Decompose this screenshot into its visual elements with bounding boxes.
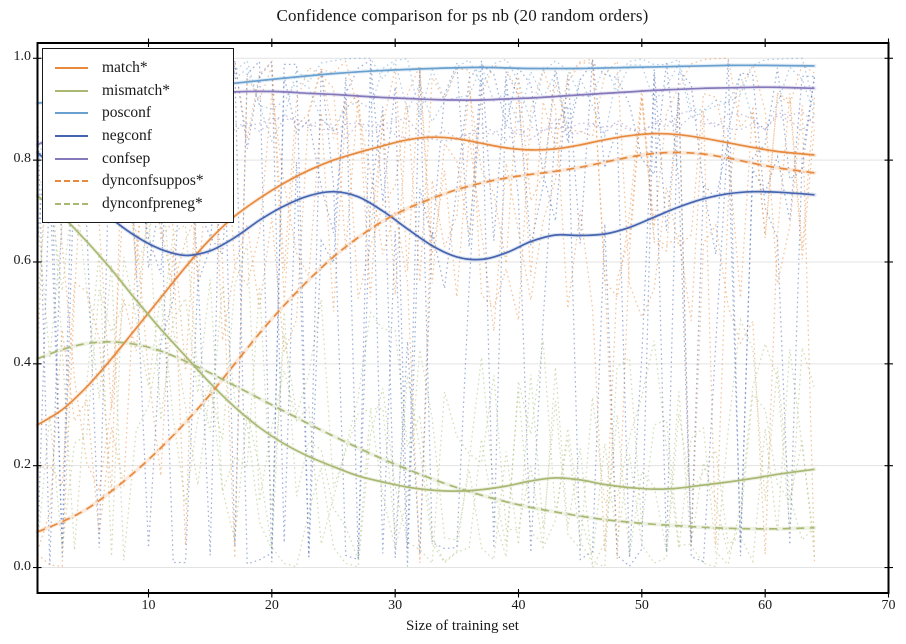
negconf-runs-dotted-line [36, 59, 816, 565]
legend-label-dynconfpreneg: dynconfpreneg* [102, 194, 203, 212]
dynconfpreneg-line [37, 341, 815, 530]
legend-line-swatch-match [55, 67, 88, 70]
legend-label-negconf: negconf [102, 127, 152, 145]
confsep-runs-dotted-line [37, 113, 815, 161]
match-runs-dotted-line [36, 57, 815, 546]
negconf-runs-dotted-line [36, 58, 816, 568]
legend-label-confsep: confsep [102, 149, 151, 167]
mismatch-runs-dotted-line [37, 177, 816, 566]
mismatch-line [36, 195, 815, 492]
legend-line-swatch-negconf [55, 135, 88, 138]
posconf-runs-dotted-line [36, 57, 816, 169]
legend-entry-mismatch: mismatch* [55, 80, 223, 103]
legend-entry-dynconfpreneg: dynconfpreneg* [55, 193, 223, 216]
mismatch-runs-dotted-line [36, 213, 816, 568]
y-tick-label: 0.4 [13, 354, 32, 370]
legend-label-mismatch: mismatch* [102, 81, 171, 99]
x-tick-label: 20 [264, 598, 279, 613]
y-tick-label: 0.8 [13, 151, 32, 167]
x-tick-label: 40 [511, 598, 526, 613]
legend-box: match* mismatch* posconf negconf confsep dync… [42, 48, 234, 224]
y-tick-label: 0.0 [13, 558, 32, 574]
legend-line-swatch-confsep [55, 157, 88, 160]
legend-line-swatch-dynconfsuppos [55, 180, 88, 183]
negconf-line [36, 151, 815, 261]
legend-label-match: match* [102, 59, 148, 77]
legend-entry-confsep: confsep [55, 147, 223, 170]
legend-line-swatch-dynconfpreneg [55, 202, 88, 205]
plot-frame [36, 42, 890, 594]
x-tick-label: 10 [141, 598, 156, 613]
x-axis-label: Size of training set [406, 618, 519, 634]
legend-entry-dynconfsuppos: dynconfsuppos* [55, 170, 223, 193]
x-tick-label: 30 [388, 598, 403, 613]
dynconfsuppos-line [37, 151, 815, 533]
y-tick-label: 0.2 [13, 456, 32, 472]
x-tick-label: 70 [881, 598, 896, 613]
match-line [37, 132, 815, 426]
legend-line-swatch-posconf [55, 112, 88, 115]
chart-title: Confidence comparison for ps nb (20 rand… [276, 6, 649, 25]
y-tick-label: 1.0 [13, 49, 32, 65]
legend-entry-negconf: negconf [55, 125, 223, 148]
legend-entry-posconf: posconf [55, 102, 223, 125]
y-tick-label: 0.6 [13, 252, 32, 268]
x-tick-label: 50 [634, 598, 649, 613]
legend-label-dynconfsuppos: dynconfsuppos* [102, 172, 204, 190]
legend-label-posconf: posconf [102, 104, 152, 122]
mismatch-runs-dotted-line [36, 141, 816, 568]
x-tick-label: 60 [758, 598, 773, 613]
posconf-runs-dotted-line [37, 57, 816, 157]
legend-line-swatch-mismatch [55, 89, 88, 92]
legend-entry-match: match* [55, 57, 223, 80]
